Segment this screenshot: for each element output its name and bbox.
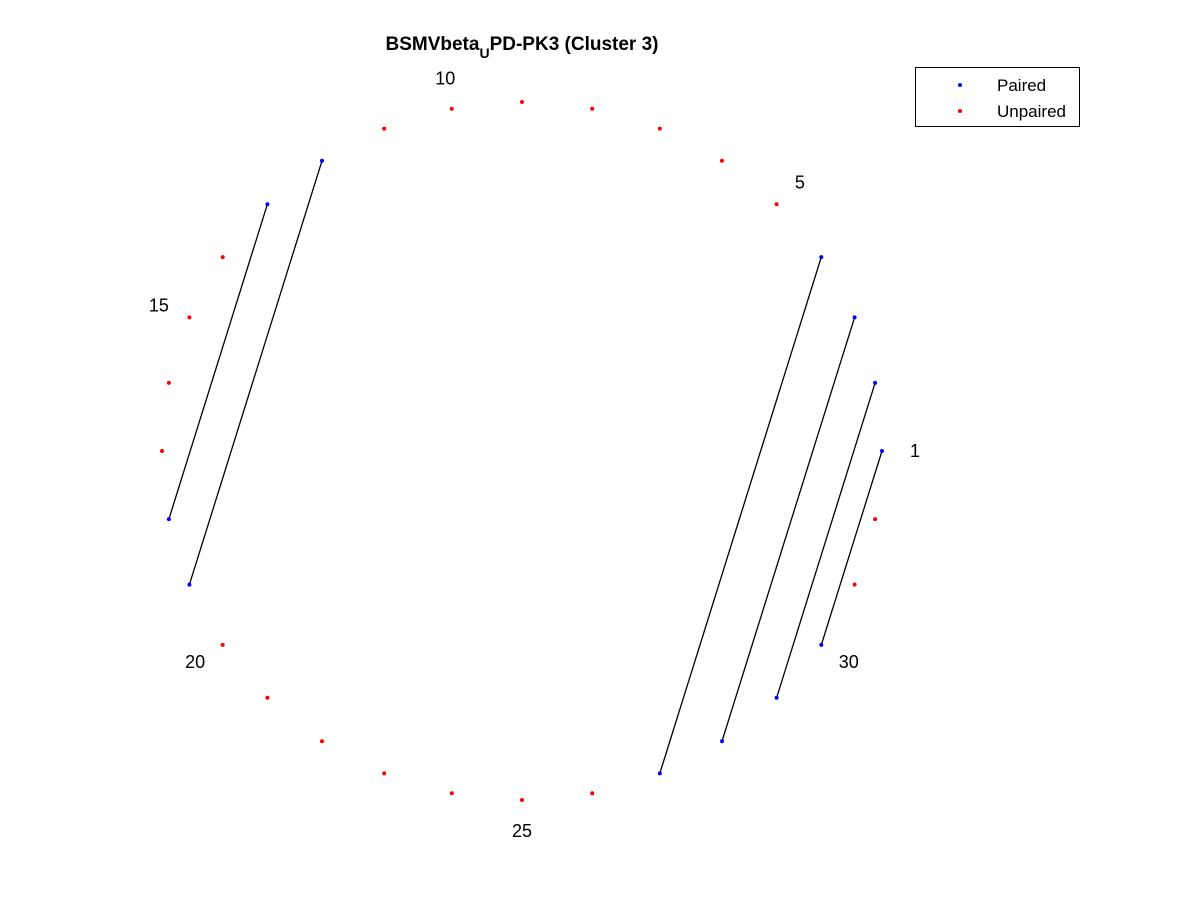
position-point-12 <box>320 158 324 163</box>
legend-box <box>915 67 1080 127</box>
position-point-15 <box>187 315 192 320</box>
index-label-30: 30 <box>839 652 859 672</box>
index-label-15: 15 <box>149 296 169 316</box>
position-points <box>160 100 884 802</box>
position-point-9 <box>520 100 524 104</box>
pair-line-3-28 <box>721 317 856 742</box>
pair-line-12-19 <box>188 160 323 585</box>
position-point-21 <box>265 695 270 700</box>
position-point-28 <box>720 739 724 744</box>
index-label-20: 20 <box>185 652 205 672</box>
legend-label-unpaired: Unpaired <box>997 102 1066 121</box>
pair-lines <box>168 160 883 774</box>
position-point-29 <box>774 695 779 700</box>
position-point-31 <box>852 582 857 587</box>
position-point-10 <box>449 106 454 111</box>
position-point-32 <box>873 517 878 522</box>
legend-marker-unpaired <box>958 109 962 113</box>
position-point-30 <box>819 642 824 647</box>
index-label-10: 10 <box>435 68 455 88</box>
position-point-27 <box>657 771 662 776</box>
pair-line-13-18 <box>168 204 269 520</box>
position-point-20 <box>220 642 225 647</box>
chart-title-subscript: U <box>479 45 489 61</box>
position-point-5 <box>774 202 779 207</box>
pair-line-4-27 <box>659 256 822 774</box>
index-label-1: 1 <box>910 441 920 461</box>
legend-marker-paired <box>958 83 962 87</box>
position-point-8 <box>590 106 595 111</box>
position-point-7 <box>657 126 662 131</box>
position-point-13 <box>265 202 270 207</box>
index-label-5: 5 <box>795 172 805 192</box>
position-point-24 <box>449 791 454 796</box>
position-point-23 <box>382 771 387 776</box>
position-point-1 <box>880 449 884 453</box>
position-point-25 <box>520 798 524 802</box>
position-point-3 <box>852 315 857 320</box>
chart-title: BSMVbetaUPD-PK3 (Cluster 3) <box>385 34 658 61</box>
position-point-16 <box>166 380 171 385</box>
position-point-11 <box>382 126 387 131</box>
position-point-26 <box>590 791 595 796</box>
position-point-2 <box>873 380 878 385</box>
position-point-14 <box>220 255 225 260</box>
position-point-17 <box>160 449 164 453</box>
position-point-18 <box>166 517 171 522</box>
pair-line-2-29 <box>775 382 876 698</box>
legend: Paired Unpaired <box>915 67 1080 127</box>
position-point-19 <box>187 582 192 587</box>
index-label-25: 25 <box>512 821 532 841</box>
chart-title-suffix: PD-PK3 (Cluster 3) <box>490 34 659 55</box>
chart-title-prefix: BSMVbeta <box>385 34 479 55</box>
position-point-22 <box>320 739 324 744</box>
pair-line-1-30 <box>820 450 883 646</box>
position-point-6 <box>720 158 724 163</box>
position-point-4 <box>819 255 824 260</box>
legend-label-paired: Paired <box>997 76 1046 95</box>
